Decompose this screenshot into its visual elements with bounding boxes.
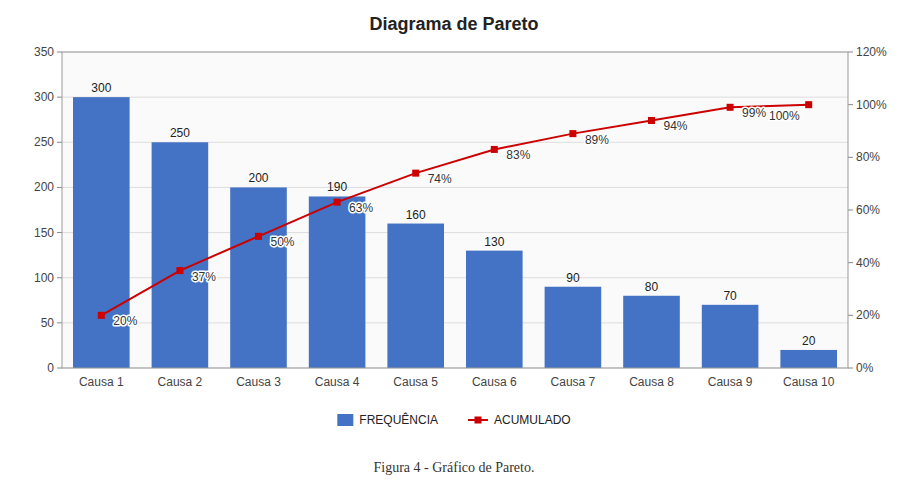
x-tick-label: Causa 3 (236, 375, 281, 389)
x-tick-label: Causa 9 (708, 375, 753, 389)
line-label: 37% (192, 270, 216, 284)
marker (176, 267, 183, 274)
marker (805, 101, 812, 108)
bar-label: 20 (802, 334, 816, 348)
bar-label: 300 (91, 81, 111, 95)
legend-swatch (337, 414, 353, 426)
bar (623, 296, 680, 368)
y-tick-label: 0 (47, 361, 54, 375)
y2-tick (848, 368, 853, 369)
legend-item: ACUMULADO (468, 413, 571, 427)
bar-label: 160 (406, 208, 426, 222)
marker (491, 146, 498, 153)
y2-tick (848, 157, 853, 158)
line-label: 83% (506, 148, 530, 162)
data-labels: 300 250 200 190 160 130 90 80 70 20 20% 37% 50% 63% 74… (91, 81, 815, 348)
y2-tick (848, 262, 853, 263)
marker (255, 233, 262, 240)
legend-label: FREQUÊNCIA (359, 412, 438, 427)
y-tick-label: 200 (34, 180, 54, 194)
y-tick (57, 187, 62, 188)
y-tick-label: 250 (34, 135, 54, 149)
legend-item: FREQUÊNCIA (337, 412, 438, 427)
caption: Figura 4 - Gráfico de Pareto. (374, 460, 535, 475)
y2-tick (848, 210, 853, 211)
marker (648, 117, 655, 124)
bar (466, 251, 523, 368)
bar (309, 196, 366, 368)
y-tick-label: 350 (34, 45, 54, 59)
legend-marker (475, 417, 482, 424)
bar (387, 224, 444, 368)
x-tick-label: Causa 2 (158, 375, 203, 389)
marker (334, 199, 341, 206)
line-label: 63% (349, 201, 373, 215)
title: Diagrama de Pareto (369, 14, 538, 34)
y-tick (57, 142, 62, 143)
y2-tick (848, 315, 853, 316)
bar-label: 70 (723, 289, 737, 303)
x-tick-label: Causa 6 (472, 375, 517, 389)
y2-tick-label: 60% (856, 203, 880, 217)
legend: FREQUÊNCIA ACUMULADO (337, 412, 570, 427)
y2-tick (848, 52, 853, 53)
bar (702, 305, 759, 368)
y-tick (57, 277, 62, 278)
marker (727, 104, 734, 111)
y-tick (57, 232, 62, 233)
y2-tick-label: 40% (856, 256, 880, 270)
marks (73, 97, 837, 368)
legend-label: ACUMULADO (494, 413, 571, 427)
bar-label: 130 (484, 235, 504, 249)
x-tick-label: Causa 4 (315, 375, 360, 389)
bar-label: 250 (170, 126, 190, 140)
x-tick-label: Causa 10 (783, 375, 835, 389)
y-tick (57, 97, 62, 98)
chart: Diagrama de Pareto 0 50 100 150 200 250 300 350 0… (0, 0, 908, 490)
line-label: 20% (113, 314, 137, 328)
line-label: 89% (585, 133, 609, 147)
line-label: 50% (271, 235, 295, 249)
x-tick-label: Causa 7 (551, 375, 596, 389)
plot-frame (62, 52, 848, 368)
y2-tick-label: 100% (856, 98, 887, 112)
bar (780, 350, 837, 368)
bar-label: 80 (645, 280, 659, 294)
x-tick-label: Causa 8 (629, 375, 674, 389)
y-tick (57, 52, 62, 53)
marker (98, 312, 105, 319)
chart-container: Diagrama de Pareto 0 50 100 150 200 250 300 350 0… (0, 0, 908, 490)
y2-tick-label: 0% (856, 361, 874, 375)
y-tick-label: 150 (34, 226, 54, 240)
bar-label: 190 (327, 180, 347, 194)
x-tick-label: Causa 5 (393, 375, 438, 389)
line-label: 74% (428, 172, 452, 186)
bar-label: 90 (566, 271, 580, 285)
line-label: 94% (664, 119, 688, 133)
marker (412, 170, 419, 177)
bar (230, 187, 287, 368)
marker (569, 130, 576, 137)
y-tick-label: 50 (41, 316, 55, 330)
bar (152, 142, 209, 368)
y2-tick-label: 120% (856, 45, 887, 59)
grid-line (62, 97, 848, 98)
line-label: 99% (742, 106, 766, 120)
plot-area (62, 52, 848, 368)
y2-tick-label: 20% (856, 308, 880, 322)
y-tick (57, 322, 62, 323)
grid (62, 52, 848, 368)
x-tick-label: Causa 1 (79, 375, 124, 389)
y-tick-label: 100 (34, 271, 54, 285)
bar-label: 200 (248, 171, 268, 185)
line (101, 105, 808, 316)
y-tick-label: 300 (34, 90, 54, 104)
y2-tick (848, 104, 853, 105)
y2-tick-label: 80% (856, 150, 880, 164)
y-tick (57, 368, 62, 369)
bar (545, 287, 602, 368)
line-label: 100% (769, 109, 800, 123)
